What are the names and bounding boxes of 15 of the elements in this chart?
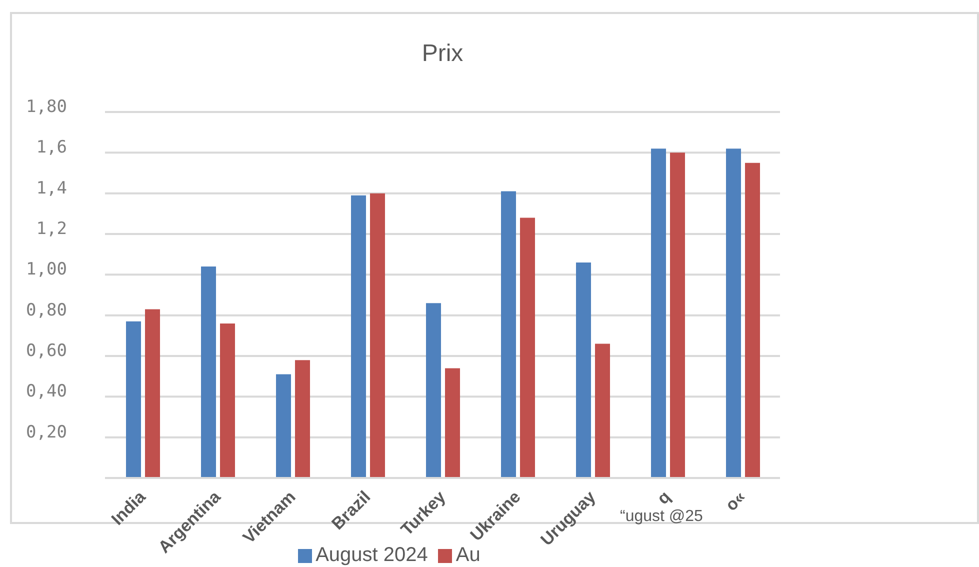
y-tick-label: 0,40 — [26, 382, 67, 402]
chart-title: Prix — [420, 40, 464, 68]
y-tick-label: 1,80 — [26, 97, 67, 118]
y-tick-label: 0,80 — [26, 300, 67, 320]
x-tick-label: o« — [722, 487, 750, 515]
legend-label: Au — [456, 544, 480, 566]
y-tick-label: 0,20 — [26, 422, 67, 442]
y-tick-label: 1,4 — [36, 178, 67, 198]
y-tick-label: 0,60 — [26, 341, 67, 362]
y-tick-label: 1,6 — [36, 138, 67, 158]
y-tick-label: 1,2 — [36, 219, 67, 240]
legend-label: August 2024 — [316, 544, 428, 566]
text: “ugust @25 — [620, 508, 703, 526]
x-tick-label: q — [653, 487, 674, 508]
y-tick-label: 1,00 — [26, 260, 67, 280]
